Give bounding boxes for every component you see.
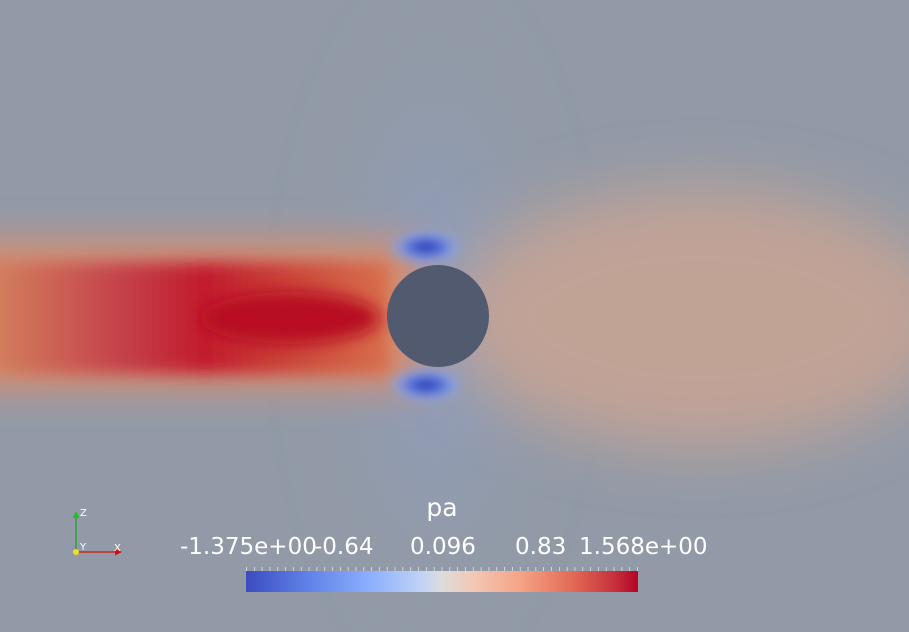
suction-lobe-top	[384, 227, 468, 267]
scalar-bar-title: pa	[426, 493, 458, 522]
axis-label-x: X	[114, 543, 121, 554]
scalar-bar-tick-min: -1.375e+00	[180, 534, 317, 560]
scalar-bar-tick-mid: 0.096	[410, 534, 476, 560]
scalar-bar-tick-4: 0.83	[515, 534, 567, 560]
scalar-bar-tick-2: -0.64	[314, 534, 374, 560]
downstream-region	[450, 188, 909, 448]
scalar-bar-tick-max: 1.568e+00	[579, 534, 708, 560]
scalar-bar-colormap	[246, 571, 638, 592]
suction-lobe-bottom	[384, 365, 468, 405]
axis-label-z: Z	[80, 508, 87, 519]
axis-label-y: Y	[80, 542, 87, 553]
axes-triad-graphic	[72, 511, 122, 556]
orientation-axes: Z Y X	[66, 505, 130, 561]
cylinder-obstacle	[387, 265, 489, 367]
